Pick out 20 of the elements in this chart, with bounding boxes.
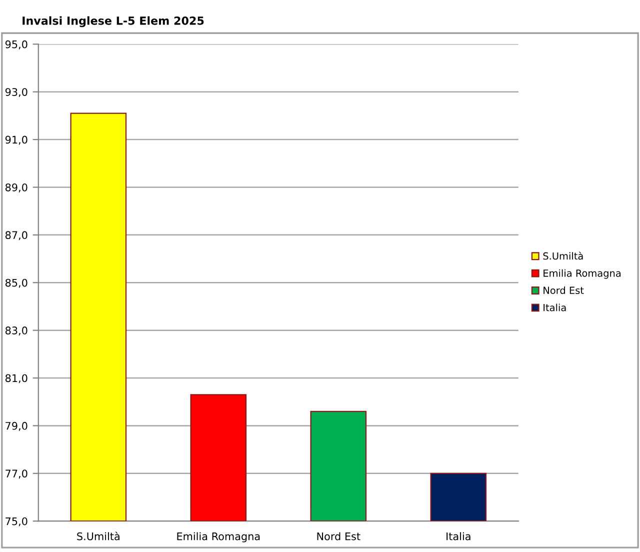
y-tick-label: 85,0	[5, 278, 28, 288]
legend-label: Italia	[544, 304, 566, 312]
y-tick-label: 81,0	[5, 374, 28, 384]
y-tick-label: 93,0	[5, 88, 28, 98]
y-tick-label: 83,0	[5, 326, 28, 336]
y-tick-label: 75,0	[6, 517, 28, 526]
y-tick-label: 89,0	[5, 183, 28, 192]
x-tick-label: S.Umiltà	[77, 532, 120, 540]
legend-label: Nord Est	[544, 286, 584, 294]
chart-title: Invalsi Inglese L-5 Elem 2025	[22, 16, 204, 28]
legend-label: S.Umiltà	[543, 252, 583, 260]
y-tick-label: 95,0	[5, 40, 28, 50]
x-tick-label: Italia	[446, 532, 470, 540]
legend-label: Emilia Romagna	[544, 269, 621, 279]
y-tick-label: 91,0	[5, 136, 28, 145]
y-tick-label: 87,0	[5, 231, 28, 240]
x-tick-label: Nord Est	[317, 532, 360, 540]
y-tick-label: 77,0	[6, 470, 28, 479]
y-tick-label: 79,0	[6, 422, 28, 431]
x-tick-label: Emilia Romagna	[177, 532, 260, 542]
